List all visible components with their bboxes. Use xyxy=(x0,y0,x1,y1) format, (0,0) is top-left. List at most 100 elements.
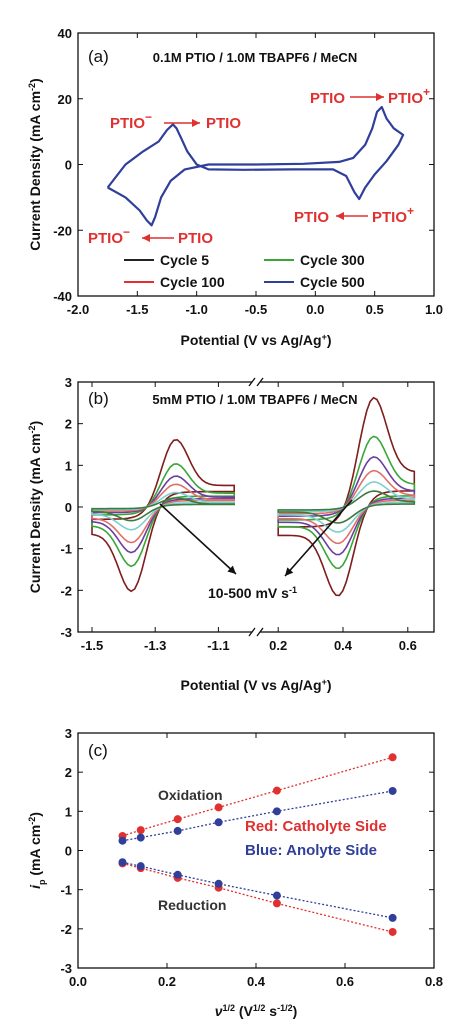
panel-c-data-point xyxy=(118,858,127,867)
panel-c-ytick-label-part: 1 xyxy=(65,804,72,819)
panel-c-xlabel-part: ) xyxy=(293,1003,298,1019)
panel-a-cv-cycle-300 xyxy=(107,106,404,226)
panel-b-xtick-label-part: -1.1 xyxy=(207,638,229,653)
panel-a-cv-cycle-500 xyxy=(106,105,405,227)
panel-a-ytick-label-part: 0 xyxy=(65,158,72,173)
panel-c-data-point xyxy=(136,826,145,835)
panel-a-ann-bl-from-part: PTIO xyxy=(88,230,123,247)
panel-c-xlabel-part: -1/2 xyxy=(277,1003,293,1013)
panel-a-xtick-label-part: -0.5 xyxy=(245,302,267,317)
panel-c-ytick-label: 0 xyxy=(65,844,72,859)
panel-a-ytick-label: 0 xyxy=(65,158,72,173)
panel-c-xlabel-part: s xyxy=(265,1003,277,1019)
panel-b-letter-part: (b) xyxy=(88,389,109,408)
panel-c-xlabel-part: 1/2 xyxy=(223,1003,236,1013)
panel-b-ylabel-part: ) xyxy=(27,421,43,426)
panel-b-cv-left xyxy=(91,463,235,568)
panel-b-break-mark xyxy=(248,377,256,387)
panel-a-ylabel-part: -2 xyxy=(27,83,37,91)
panel-b-letter: (b) xyxy=(88,389,109,408)
panel-b-annotation-part: 10-500 mV s xyxy=(208,585,289,601)
panel-c-reduction-label-part: Reduction xyxy=(158,897,226,913)
panel-c-ytick-label: -1 xyxy=(60,883,72,898)
panel-a-ytick-label-part: 20 xyxy=(58,92,72,107)
panel-c-data-point xyxy=(272,899,281,908)
panel-c-ytick-label-part: 2 xyxy=(65,765,72,780)
panel-c-red-side-label: Red: Catholyte Side xyxy=(245,818,387,835)
panel-a-ann-tr-from-part: PTIO xyxy=(310,90,345,107)
panel-b-xlabel-part: + xyxy=(322,677,327,687)
panel-c-oxidation-label: Oxidation xyxy=(158,787,223,803)
panel-a-ann-tl-from-part: PTIO xyxy=(110,115,145,132)
panel-b-break-mark xyxy=(248,627,256,637)
panel-b-ylabel-part: -2 xyxy=(27,425,37,433)
panel-c-fit-line xyxy=(122,790,393,842)
panel-c-data-point xyxy=(214,879,223,888)
panel-a-xtick-label-part: 1.0 xyxy=(425,302,443,317)
panel-a-xtick-label-part: -1.5 xyxy=(126,302,148,317)
panel-c-ytick-label: 1 xyxy=(65,804,72,819)
panel-b-break-mask-bottom xyxy=(252,629,260,635)
panel-a-xtick-label: -0.5 xyxy=(245,302,267,317)
panel-a-ytick-label-part: -20 xyxy=(53,223,72,238)
panel-a-ann-br-to: PTIO+ xyxy=(372,204,414,226)
panel-a-xtick-label-part: -1.0 xyxy=(185,302,207,317)
panel-a-ytick-label-part: -40 xyxy=(53,289,72,304)
panel-c-xlabel-part: 1/2 xyxy=(253,1003,266,1013)
panel-a-xtick-label-part: -2.0 xyxy=(67,302,89,317)
panel-c-xlabel-part: (V xyxy=(235,1003,254,1019)
panel-b-annotation-part: -1 xyxy=(289,585,297,595)
panel-a-ytick-label: 40 xyxy=(58,26,72,41)
panel-a-ann-tr-to: PTIO+ xyxy=(388,85,430,107)
panel-c-ytick-label: 2 xyxy=(65,765,72,780)
panel-a-ann-bl-from-part: − xyxy=(123,225,130,239)
panel-c-xtick-label: 0.0 xyxy=(69,974,87,989)
panel-a-ylabel: Current Density (mA cm-2) xyxy=(27,78,43,250)
panel-a-xlabel-part: ) xyxy=(327,332,332,348)
panel-a-xtick-label: -2.0 xyxy=(67,302,89,317)
panel-c-data-point xyxy=(173,826,182,835)
panel-c-xtick-label-part: 0.4 xyxy=(247,974,266,989)
panel-c-xtick-label-part: 0.6 xyxy=(336,974,354,989)
panel-c-data-point xyxy=(118,836,127,845)
panel-b-title: 5mM PTIO / 1.0M TBAPF6 / MeCN xyxy=(152,392,357,407)
panel-a-letter-part: (a) xyxy=(88,47,109,66)
panel-b-ytick-label: -1 xyxy=(60,542,72,557)
panel-a-letter: (a) xyxy=(88,47,109,66)
panel-b-break-mark xyxy=(256,377,264,387)
panel-a-ann-tr-from: PTIO xyxy=(310,90,345,107)
panel-c-red-side-label-part: Red: Catholyte Side xyxy=(245,818,387,835)
panel-a-ann-bl-to: PTIO xyxy=(178,230,213,247)
panel-c-blue-side-label: Blue: Anolyte Side xyxy=(245,842,377,859)
panel-b-break-mark xyxy=(256,627,264,637)
panel-c-ytick-label-part: 0 xyxy=(65,844,72,859)
panel-a-ann-br-from: PTIO xyxy=(294,209,329,226)
panel-c-xtick-label-part: 0.0 xyxy=(69,974,87,989)
panel-b-ytick-label: -2 xyxy=(60,583,72,598)
panel-b-ytick-label: -3 xyxy=(60,625,72,640)
panel-b-xtick-label: 0.6 xyxy=(399,638,417,653)
panel-c-letter-part: (c) xyxy=(88,741,108,760)
panel-c-xtick-label: 0.4 xyxy=(247,974,266,989)
panel-c-letter: (c) xyxy=(88,741,108,760)
panel-b-arrow-right-shaft xyxy=(284,499,353,577)
panel-a-xtick-label: -1.0 xyxy=(185,302,207,317)
panel-a-xtick-label: 0.0 xyxy=(306,302,324,317)
panel-a-ann-tl-to-part: PTIO xyxy=(206,115,241,132)
panel-a-ytick-label: -20 xyxy=(53,223,72,238)
panel-a-ann-br-from-part: PTIO xyxy=(294,209,329,226)
panel-c-ylabel-part: (mA cm xyxy=(27,825,43,880)
panel-b-cv-right xyxy=(277,490,416,524)
panel-a-xtick-label-part: 0.5 xyxy=(366,302,384,317)
panel-a-xtick-label: 0.5 xyxy=(366,302,384,317)
panel-b-ytick-label-part: -3 xyxy=(60,625,72,640)
panel-b-xtick-label: 0.2 xyxy=(269,638,287,653)
panel-c-ylabel-part: i xyxy=(27,884,43,889)
panel-a-ann-tr-to-part: PTIO xyxy=(388,90,423,107)
panel-c-reduction-label: Reduction xyxy=(158,897,226,913)
panel-a-ytick-label: -40 xyxy=(53,289,72,304)
panel-b-ytick-label-part: -1 xyxy=(60,542,72,557)
panel-b-xtick-label-part: 0.4 xyxy=(334,638,353,653)
panel-c-data-point xyxy=(214,818,223,827)
panel-b-title-part: 5mM PTIO / 1.0M TBAPF6 / MeCN xyxy=(152,392,357,407)
